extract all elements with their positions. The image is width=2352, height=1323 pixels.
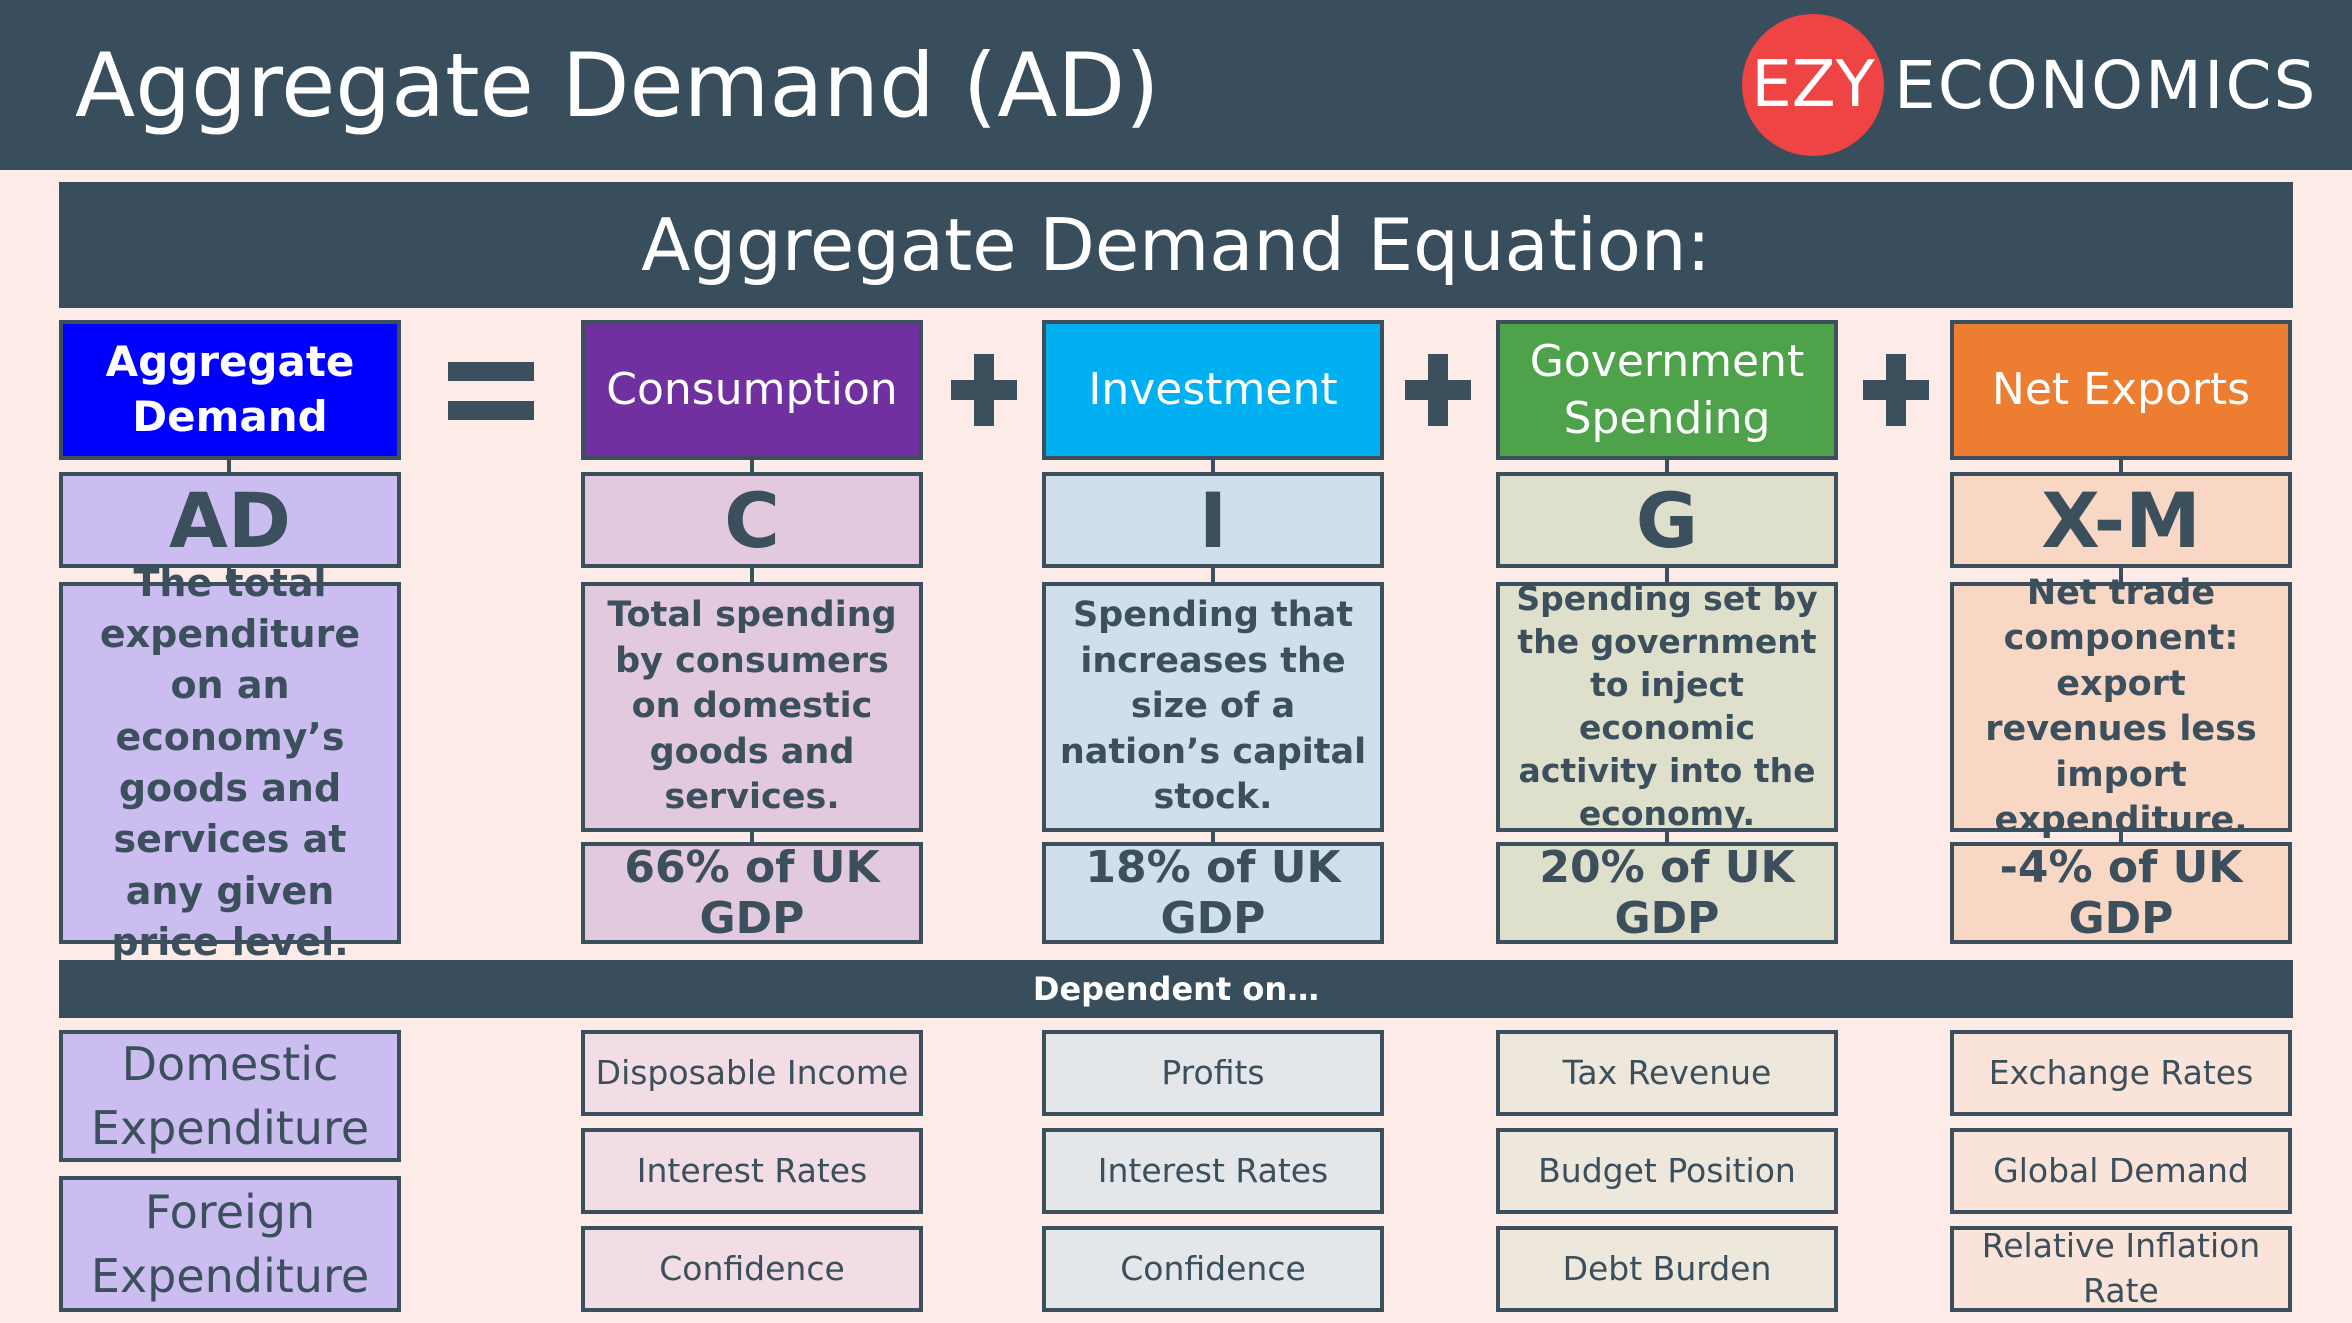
equation-banner: Aggregate Demand Equation:	[59, 182, 2293, 308]
dependent-foreign-expenditure: Foreign Expenditure	[59, 1176, 401, 1312]
header-bar	[0, 0, 2352, 170]
dependent-domestic-expenditure: Domestic Expenditure	[59, 1030, 401, 1162]
logo-text: ECONOMICS	[1894, 46, 2318, 124]
description-government-spending: Spending set by the government to inject…	[1496, 579, 1838, 833]
dependent-confidence: Confidence	[581, 1226, 923, 1312]
description-investment: Spending that increases the size of a na…	[1042, 582, 1384, 832]
header-consumption: Consumption	[581, 320, 923, 460]
dependent-interest-rates: Interest Rates	[1042, 1128, 1384, 1214]
share-consumption: 66% of UK GDP	[581, 842, 923, 944]
symbol-c: C	[581, 472, 923, 568]
header-investment: Investment	[1042, 320, 1384, 460]
share-government-spending: 20% of UK GDP	[1496, 842, 1838, 944]
dependent-confidence: Confidence	[1042, 1226, 1384, 1312]
header-net-exports: Net Exports	[1950, 320, 2292, 460]
dependent-interest-rates: Interest Rates	[581, 1128, 923, 1214]
header-aggregate-demand: Aggregate Demand	[59, 320, 401, 460]
logo-circle: EZY	[1742, 14, 1884, 156]
dependent-exchange-rates: Exchange Rates	[1950, 1030, 2292, 1116]
page-title: Aggregate Demand (AD)	[75, 33, 1160, 137]
symbol-x-m: X-M	[1950, 472, 2292, 568]
plus-sign	[951, 354, 1017, 426]
share-investment: 18% of UK GDP	[1042, 842, 1384, 944]
dependent-debt-burden: Debt Burden	[1496, 1226, 1838, 1312]
description-net-exports: Net trade component: export revenues les…	[1950, 573, 2292, 840]
plus-sign	[1863, 354, 1929, 426]
symbol-i: I	[1042, 472, 1384, 568]
share-net-exports: -4% of UK GDP	[1950, 842, 2292, 944]
dependent-profits: Profits	[1042, 1030, 1384, 1116]
dependent-budget-position: Budget Position	[1496, 1128, 1838, 1214]
dependent-on-banner: Dependent on…	[59, 960, 2293, 1018]
dependent-tax-revenue: Tax Revenue	[1496, 1030, 1838, 1116]
plus-sign	[1405, 354, 1471, 426]
dependent-global-demand: Global Demand	[1950, 1128, 2292, 1214]
symbol-g: G	[1496, 472, 1838, 568]
dependent-disposable-income: Disposable Income	[581, 1030, 923, 1116]
dependent-relative-inflation-rate: Relative Inflation Rate	[1950, 1226, 2292, 1312]
header-government-spending: Government Spending	[1496, 320, 1838, 460]
description-consumption: Total spending by consumers on domestic …	[581, 582, 923, 832]
description-ad: The total expenditure on an economy’s go…	[59, 561, 401, 964]
equals-sign	[448, 362, 534, 420]
symbol-ad: AD	[59, 472, 401, 568]
